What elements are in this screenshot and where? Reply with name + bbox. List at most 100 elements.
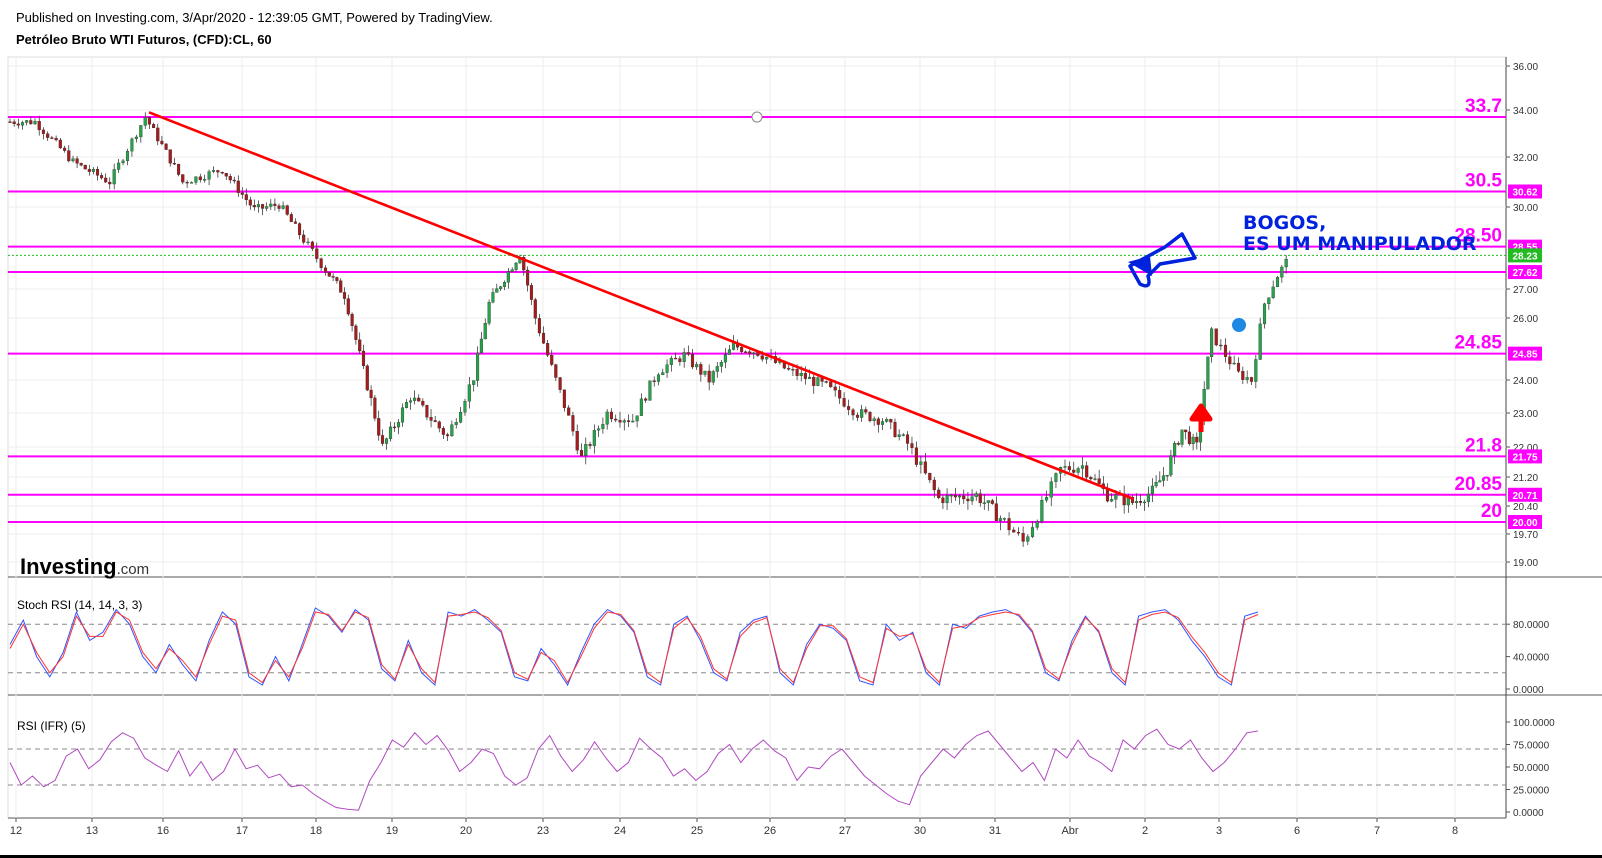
x-tick-label: 13	[86, 825, 98, 837]
candle-body	[1284, 258, 1288, 268]
candle-body	[248, 199, 252, 206]
candle-body	[152, 124, 156, 129]
candle-body	[678, 358, 682, 362]
osc-tick-label: 25.0000	[1513, 786, 1550, 797]
candle-body	[1097, 478, 1101, 484]
candle-body	[522, 257, 526, 271]
candle-body	[232, 179, 236, 182]
candle-body	[342, 292, 347, 299]
p-marker-icon	[1232, 318, 1246, 332]
candle-body	[29, 120, 33, 125]
candle-body	[910, 443, 914, 448]
candle-body	[67, 150, 71, 162]
osc-series-line	[9, 728, 1259, 811]
candle-body	[707, 370, 711, 383]
candle-body	[842, 398, 846, 407]
x-tick-label: 7	[1374, 825, 1380, 837]
candle-body	[661, 372, 665, 375]
candle-body	[302, 234, 306, 243]
candle-body	[674, 357, 678, 360]
candle-body	[648, 380, 652, 401]
candle-body	[541, 332, 546, 344]
osc-tick-label: 50.0000	[1513, 763, 1550, 774]
candle-body	[1076, 468, 1080, 473]
candle-body	[998, 518, 1002, 521]
candle-body	[945, 495, 949, 504]
candle-body	[765, 357, 769, 360]
candle-body	[715, 366, 719, 372]
candle-body	[1021, 533, 1025, 542]
candle-body	[506, 271, 510, 283]
osc-series-line	[9, 611, 1259, 684]
candle-body	[181, 174, 185, 183]
candle-body	[285, 205, 289, 215]
candle-body	[37, 121, 41, 131]
candle-body	[1280, 266, 1284, 278]
candle-body	[1241, 371, 1245, 380]
candle-body	[510, 269, 514, 272]
candle-body	[1271, 286, 1275, 298]
x-tick-label: 18	[310, 825, 322, 837]
candle-body	[727, 349, 731, 355]
candle-body	[829, 381, 833, 388]
x-tick-label: 19	[386, 825, 398, 837]
candle-body	[441, 428, 445, 435]
candle-body	[1249, 377, 1254, 382]
candle-body	[1002, 518, 1006, 520]
published-caption: Published on Investing.com, 3/Apr/2020 -…	[16, 10, 493, 25]
candle-body	[622, 420, 626, 423]
candle-body	[803, 372, 807, 379]
candle-body	[1080, 465, 1085, 469]
y-tick-label: 23.00	[1513, 409, 1538, 420]
candle-body	[1026, 536, 1030, 542]
stoch-title: Stoch RSI (14, 14, 3, 3)	[17, 598, 142, 612]
y-tick-label: 34.00	[1513, 106, 1538, 117]
candle-body	[1176, 443, 1180, 445]
candle-body	[479, 338, 483, 354]
candle-body	[63, 147, 67, 151]
candle-body	[198, 176, 202, 181]
candle-body	[872, 418, 876, 422]
candle-body	[795, 369, 799, 376]
level-tag-box	[1508, 487, 1542, 502]
candle-body	[108, 181, 112, 185]
candle-body	[335, 277, 339, 281]
candle-body	[277, 205, 281, 209]
candle-body	[1187, 431, 1191, 445]
x-tick-label: 23	[537, 825, 549, 837]
candle-body	[575, 431, 579, 451]
candle-body	[652, 380, 656, 382]
y-tick-label: 21.20	[1513, 473, 1538, 484]
candle-body	[121, 160, 125, 164]
candle-body	[1154, 482, 1158, 487]
candle-body	[601, 424, 605, 429]
candle-body	[87, 168, 91, 172]
candle-body	[1236, 362, 1241, 372]
x-tick-label: 24	[614, 825, 626, 837]
candle-body	[83, 164, 87, 170]
candle-body	[331, 276, 335, 278]
candle-body	[949, 494, 953, 497]
x-tick-label: 25	[691, 825, 703, 837]
candle-body	[104, 177, 108, 183]
last-price-box	[1508, 248, 1542, 263]
candle-body	[748, 351, 752, 354]
level-tag: 20.71	[1512, 491, 1537, 502]
candle-body	[740, 347, 744, 352]
candle-body	[130, 138, 134, 152]
candle-body	[495, 288, 499, 293]
candle-body	[16, 123, 20, 126]
candle-body	[125, 150, 130, 162]
candle-body	[189, 182, 194, 184]
candle-body	[1245, 377, 1249, 380]
candle-body	[25, 120, 29, 123]
candle-body	[1214, 328, 1218, 346]
candle-body	[1161, 475, 1166, 481]
candle-body	[941, 497, 945, 504]
x-tick-label: 31	[989, 825, 1001, 837]
candle-body	[703, 370, 707, 375]
y-tick-label: 26.00	[1513, 314, 1538, 325]
candle-body	[695, 364, 699, 368]
candle-body	[1180, 429, 1184, 445]
